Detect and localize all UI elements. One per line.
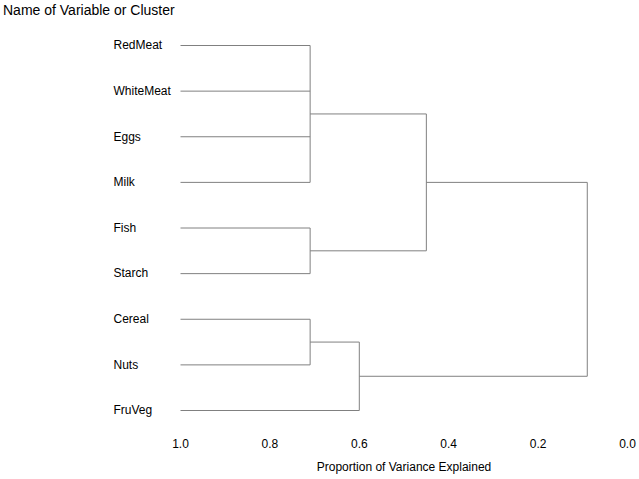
svg-text:0.8: 0.8 [262, 437, 279, 451]
svg-text:0.2: 0.2 [530, 437, 547, 451]
svg-text:Proportion of Variance Explain: Proportion of Variance Explained [317, 460, 492, 474]
html-text:Name of Variable or Cluster: Name of Variable or Cluster [3, 2, 175, 18]
svg-text:0.0: 0.0 [619, 437, 636, 451]
svg-text:RedMeat: RedMeat [114, 38, 163, 52]
svg-text:1.0: 1.0 [172, 437, 189, 451]
svg-text:Eggs: Eggs [114, 130, 141, 144]
svg-text:Starch: Starch [114, 266, 149, 280]
svg-text:0.4: 0.4 [440, 437, 457, 451]
svg-text:0.6: 0.6 [351, 437, 368, 451]
svg-text:Milk: Milk [114, 175, 136, 189]
svg-text:FruVeg: FruVeg [114, 403, 153, 417]
svg-text:Fish: Fish [114, 221, 137, 235]
svg-text:Nuts: Nuts [114, 358, 139, 372]
svg-text:WhiteMeat: WhiteMeat [114, 84, 172, 98]
svg-text:Cereal: Cereal [114, 312, 149, 326]
